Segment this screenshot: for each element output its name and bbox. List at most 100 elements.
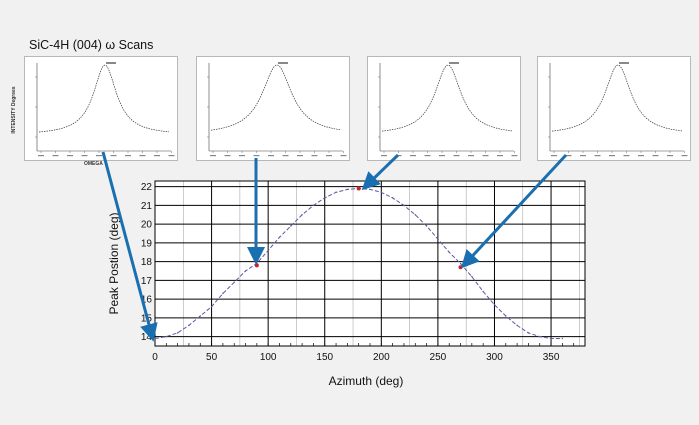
panel-x-tick-label xyxy=(38,155,44,157)
y-tick-label: 19 xyxy=(141,238,153,249)
data-point xyxy=(233,281,235,283)
panel-x-tick-label xyxy=(154,155,160,157)
y-tick-label: 20 xyxy=(141,220,153,231)
panel-x-tick-label xyxy=(282,155,289,157)
data-point xyxy=(482,290,484,293)
panel-x-tick-label xyxy=(565,155,572,157)
panel-x-tick-label xyxy=(594,155,601,157)
marker-point xyxy=(356,186,361,191)
data-point xyxy=(324,197,326,199)
data-point xyxy=(414,214,416,216)
panel-x-tick-label xyxy=(297,155,303,157)
scan-panel-xlabel: OMEGA xyxy=(84,161,103,167)
x-tick-label: 100 xyxy=(260,352,277,363)
data-point xyxy=(188,324,190,327)
panel-x-tick-label xyxy=(96,155,102,157)
data-point xyxy=(312,204,315,207)
x-axis-label: Azimuth (deg) xyxy=(329,374,404,388)
data-point xyxy=(301,214,303,216)
figure-title: SiC-4H (004) ω Scans xyxy=(29,38,154,52)
x-tick-label: 0 xyxy=(152,352,158,363)
scan-panel-1 xyxy=(24,56,178,161)
panel-x-tick-label xyxy=(623,155,630,157)
marker-point xyxy=(254,263,259,268)
panel-x-tick-label xyxy=(239,155,245,157)
panel-x-tick-label xyxy=(52,155,59,157)
panel-x-tick-label xyxy=(424,155,431,157)
panel-x-tick-label xyxy=(667,155,673,157)
scan-panel-4-plot xyxy=(548,62,688,157)
peak-annotation xyxy=(106,62,116,64)
data-point xyxy=(516,324,518,327)
data-point xyxy=(471,275,473,278)
scan-panel-3 xyxy=(367,56,521,161)
omega-scan-curve xyxy=(381,64,513,132)
panel-x-tick-label xyxy=(81,155,88,157)
data-point xyxy=(335,191,337,193)
data-point xyxy=(176,332,179,334)
panel-x-tick-label xyxy=(326,155,332,157)
data-point xyxy=(425,225,428,227)
panel-x-tick-label xyxy=(652,155,659,157)
panel-x-tick-label xyxy=(609,155,615,157)
data-point xyxy=(448,251,450,253)
data-point xyxy=(527,332,530,334)
data-point xyxy=(244,270,247,272)
panel-x-tick-label xyxy=(67,155,73,157)
y-tick-label: 15 xyxy=(141,313,153,324)
peak-annotation xyxy=(278,62,288,64)
panel-x-tick-label xyxy=(439,155,445,157)
x-tick-label: 350 xyxy=(543,352,560,363)
y-tick-label: 21 xyxy=(141,201,153,212)
x-tick-label: 50 xyxy=(206,352,218,363)
data-point xyxy=(369,188,371,191)
data-point xyxy=(210,305,213,308)
data-point xyxy=(459,262,462,265)
x-tick-label: 200 xyxy=(373,352,390,363)
data-point xyxy=(165,335,168,338)
data-point xyxy=(154,337,156,340)
panel-x-tick-label xyxy=(224,155,231,157)
y-tick-label: 22 xyxy=(141,182,153,193)
data-point xyxy=(222,292,224,295)
data-point xyxy=(493,304,496,306)
panel-x-tick-label xyxy=(638,155,644,157)
y-tick-label: 18 xyxy=(141,257,153,268)
data-point xyxy=(505,315,507,317)
data-point xyxy=(550,337,552,340)
y-tick-label: 16 xyxy=(141,295,153,306)
panel-x-tick-label xyxy=(410,155,416,157)
data-point xyxy=(267,249,269,252)
x-tick-label: 250 xyxy=(430,352,447,363)
panel-x-tick-label xyxy=(168,155,175,157)
panel-x-tick-label xyxy=(681,155,688,157)
scan-panel-1-plot xyxy=(35,62,175,157)
panel-x-tick-label xyxy=(580,155,586,157)
peak-annotation xyxy=(619,62,629,64)
scan-panel-2 xyxy=(196,56,350,161)
data-point xyxy=(290,225,292,227)
data-point xyxy=(391,197,394,199)
y-tick-label: 17 xyxy=(141,276,153,287)
panel-x-tick-label xyxy=(311,155,318,157)
marker-point xyxy=(458,265,463,270)
peak-annotation xyxy=(449,62,459,64)
data-point xyxy=(403,204,405,207)
y-axis-label: Peak Postion (deg) xyxy=(107,212,121,314)
data-point xyxy=(539,335,541,338)
data-point xyxy=(346,188,349,191)
data-point xyxy=(380,191,383,193)
data-point xyxy=(561,337,564,340)
x-tick-label: 150 xyxy=(316,352,333,363)
scan-panel-2-plot xyxy=(207,62,347,157)
y-tick-label: 14 xyxy=(141,332,153,343)
data-point xyxy=(278,236,281,238)
omega-scan-curve xyxy=(38,64,170,133)
data-point xyxy=(437,238,439,240)
x-tick-label: 300 xyxy=(486,352,503,363)
panel-x-tick-label xyxy=(268,155,274,157)
omega-scan-curve xyxy=(551,64,683,132)
omega-scan-curve xyxy=(210,64,342,131)
panel-x-tick-label xyxy=(340,155,347,157)
